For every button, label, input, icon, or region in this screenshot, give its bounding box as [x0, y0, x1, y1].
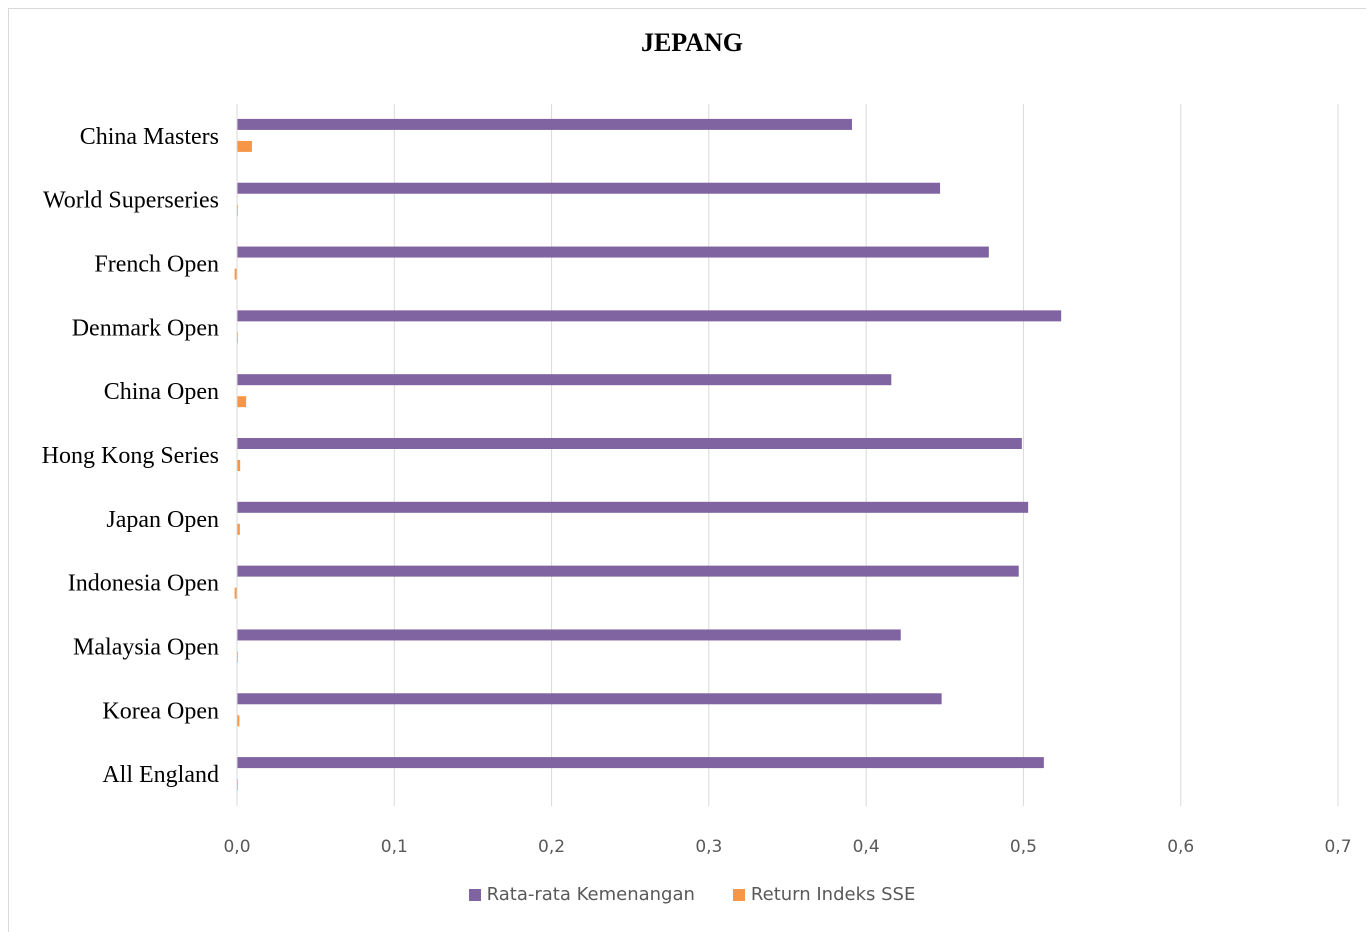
chart-title: JEPANG: [640, 28, 744, 57]
bar-rata-rata-kemenangan: [237, 501, 1029, 513]
x-tick-label: 0,3: [695, 837, 722, 857]
x-tick-label: 0,7: [1324, 837, 1351, 857]
bar-rata-rata-kemenangan: [237, 438, 1022, 449]
legend-swatch-series-2: [732, 888, 745, 901]
x-tick-label: 0,2: [538, 837, 565, 857]
legend-item-series-2: Return Indeks SSE: [732, 884, 916, 905]
legend-item-series-1: Rata-rata Kemenangan: [468, 884, 695, 905]
category-label: Korea Open: [102, 698, 219, 724]
bar-rata-rata-kemenangan: [237, 118, 852, 130]
category-label: French Open: [94, 252, 219, 278]
bar-rata-rata-kemenangan: [237, 182, 941, 194]
bar-rata-rata-kemenangan: [237, 629, 901, 641]
category-label: China Open: [104, 379, 219, 405]
bar-rata-rata-kemenangan: [237, 374, 892, 386]
category-label: World Superseries: [43, 188, 219, 214]
x-tick-label: 0,0: [223, 837, 250, 857]
bar-return-indeks-sse: [237, 396, 247, 408]
x-tick-label: 0,5: [1010, 837, 1037, 857]
bar-rata-rata-kemenangan: [237, 757, 1044, 769]
chart-frame: [8, 8, 1366, 932]
x-tick-label: 0,4: [853, 837, 880, 857]
bar-return-indeks-sse: [237, 715, 240, 727]
bar-rata-rata-kemenangan: [237, 693, 942, 705]
bar-return-indeks-sse: [234, 587, 237, 599]
category-label: Malaysia Open: [73, 634, 219, 660]
legend: Rata-rata Kemenangan Return Indeks SSE: [0, 884, 1369, 905]
bar-rata-rata-kemenangan: [237, 310, 1062, 322]
bar-rata-rata-kemenangan: [237, 246, 989, 258]
category-label: Indonesia Open: [68, 571, 219, 597]
bar-return-indeks-sse: [237, 460, 241, 471]
x-tick-label: 0,6: [1167, 837, 1194, 857]
bar-return-indeks-sse: [237, 140, 252, 152]
legend-label-series-2: Return Indeks SSE: [750, 884, 916, 905]
x-tick-label: 0,1: [381, 837, 408, 857]
bar-return-indeks-sse: [237, 523, 240, 535]
category-label: All England: [102, 762, 219, 788]
category-label: China Masters: [80, 124, 219, 150]
category-label: Japan Open: [106, 507, 219, 533]
bar-return-indeks-sse: [234, 268, 237, 280]
legend-label-series-1: Rata-rata Kemenangan: [486, 884, 695, 905]
bar-rata-rata-kemenangan: [237, 565, 1019, 577]
legend-swatch-series-1: [468, 888, 481, 901]
category-label: Denmark Open: [72, 315, 219, 341]
category-label: Hong Kong Series: [42, 443, 219, 469]
